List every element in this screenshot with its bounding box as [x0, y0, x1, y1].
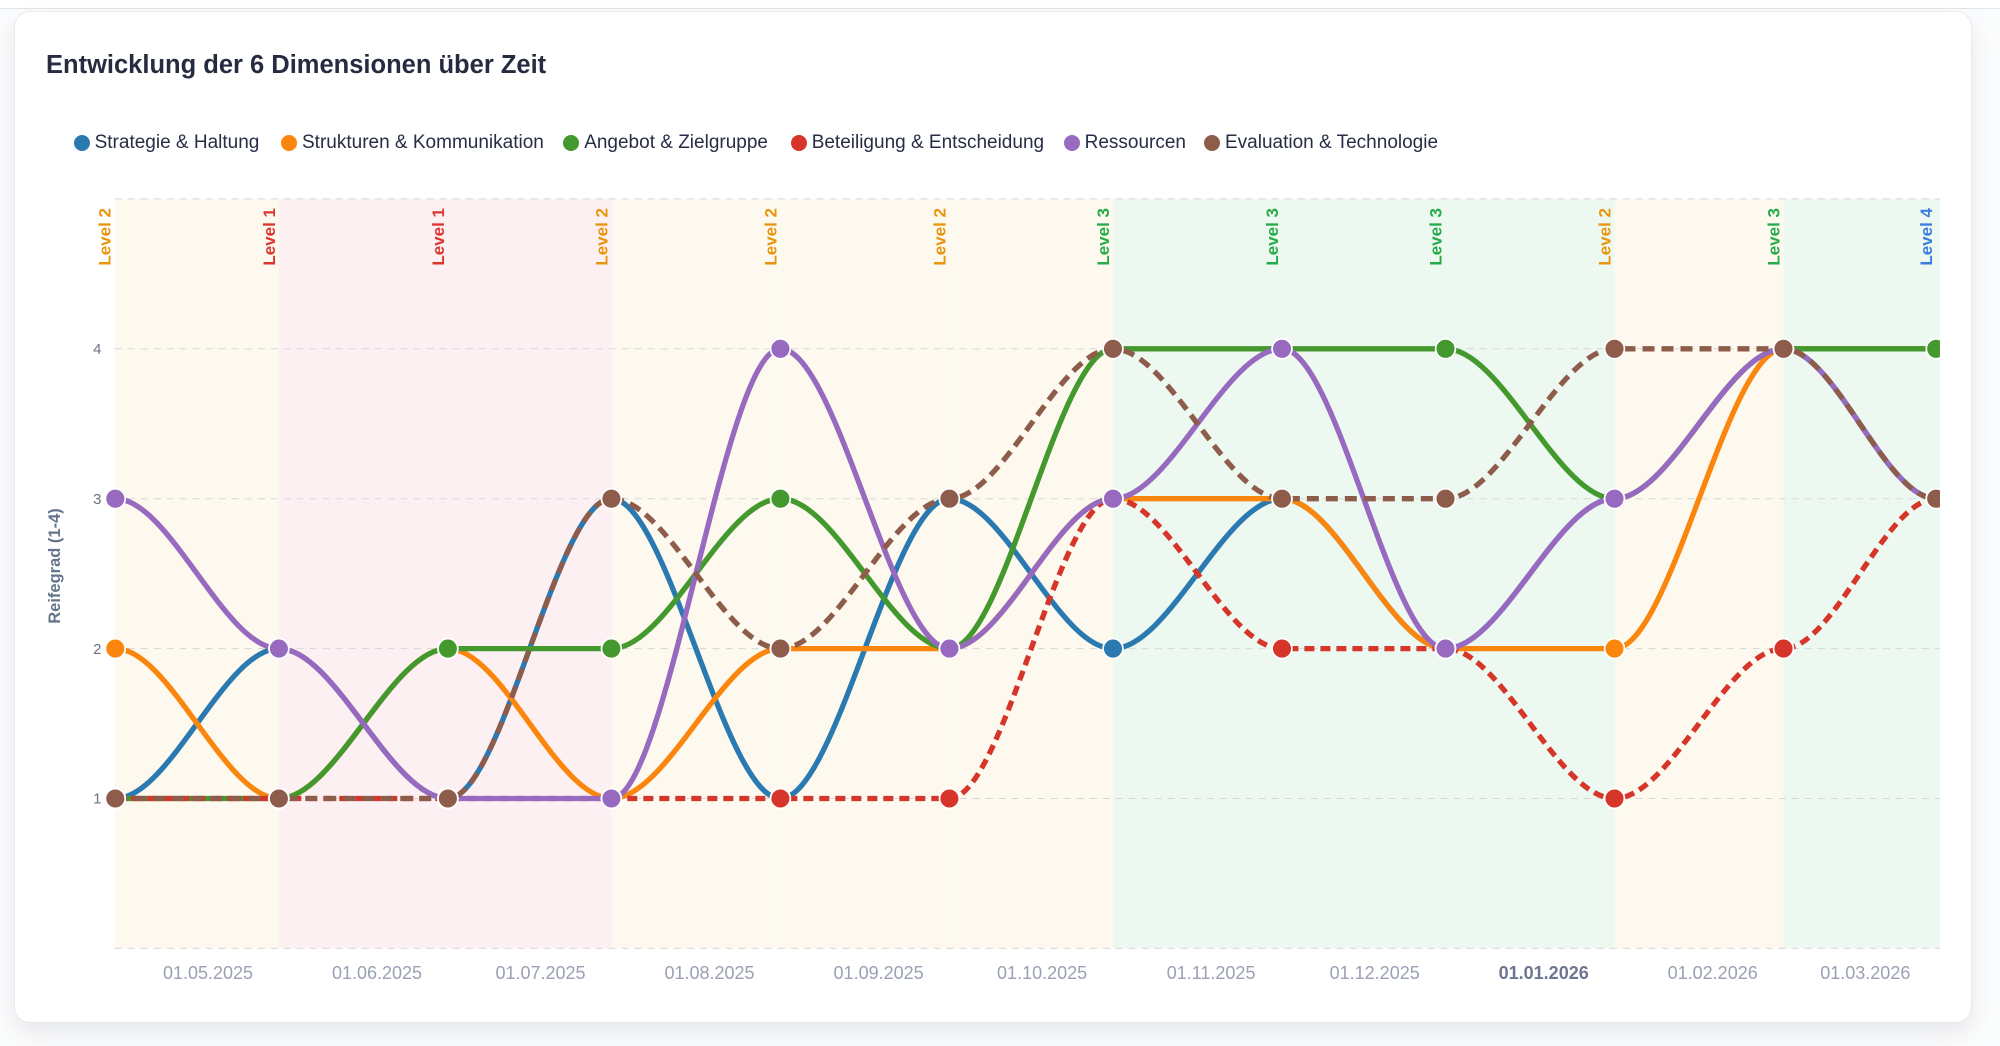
svg-text:Level 1: Level 1: [260, 208, 279, 266]
svg-text:01.07.2025: 01.07.2025: [495, 963, 585, 983]
svg-text:Level 4: Level 4: [1917, 207, 1936, 265]
svg-text:Level 3: Level 3: [1765, 208, 1784, 266]
svg-text:01.03.2026: 01.03.2026: [1820, 963, 1910, 983]
svg-text:Level 2: Level 2: [761, 208, 780, 266]
svg-text:Reifegrad (1-4): Reifegrad (1-4): [46, 508, 64, 624]
svg-text:Level 3: Level 3: [1263, 208, 1282, 266]
svg-text:01.08.2025: 01.08.2025: [664, 963, 754, 983]
svg-text:01.10.2025: 01.10.2025: [997, 963, 1087, 983]
svg-text:01.01.2026: 01.01.2026: [1499, 963, 1589, 983]
svg-text:Level 2: Level 2: [930, 208, 949, 266]
svg-text:1: 1: [93, 791, 101, 808]
svg-text:Level 2: Level 2: [96, 208, 115, 266]
svg-text:01.09.2025: 01.09.2025: [834, 963, 924, 983]
svg-text:Level 3: Level 3: [1094, 208, 1113, 266]
svg-text:01.12.2025: 01.12.2025: [1330, 963, 1420, 983]
svg-text:4: 4: [93, 341, 101, 358]
svg-text:01.06.2025: 01.06.2025: [332, 963, 422, 983]
svg-text:01.05.2025: 01.05.2025: [163, 963, 253, 983]
svg-text:01.02.2026: 01.02.2026: [1668, 963, 1758, 983]
svg-text:3: 3: [93, 491, 101, 508]
svg-text:2: 2: [93, 641, 101, 658]
svg-text:Level 1: Level 1: [429, 208, 448, 266]
svg-text:01.11.2025: 01.11.2025: [1167, 963, 1256, 983]
svg-text:Level 2: Level 2: [1596, 208, 1615, 266]
svg-text:Level 2: Level 2: [592, 208, 611, 266]
svg-text:Level 3: Level 3: [1427, 208, 1446, 266]
